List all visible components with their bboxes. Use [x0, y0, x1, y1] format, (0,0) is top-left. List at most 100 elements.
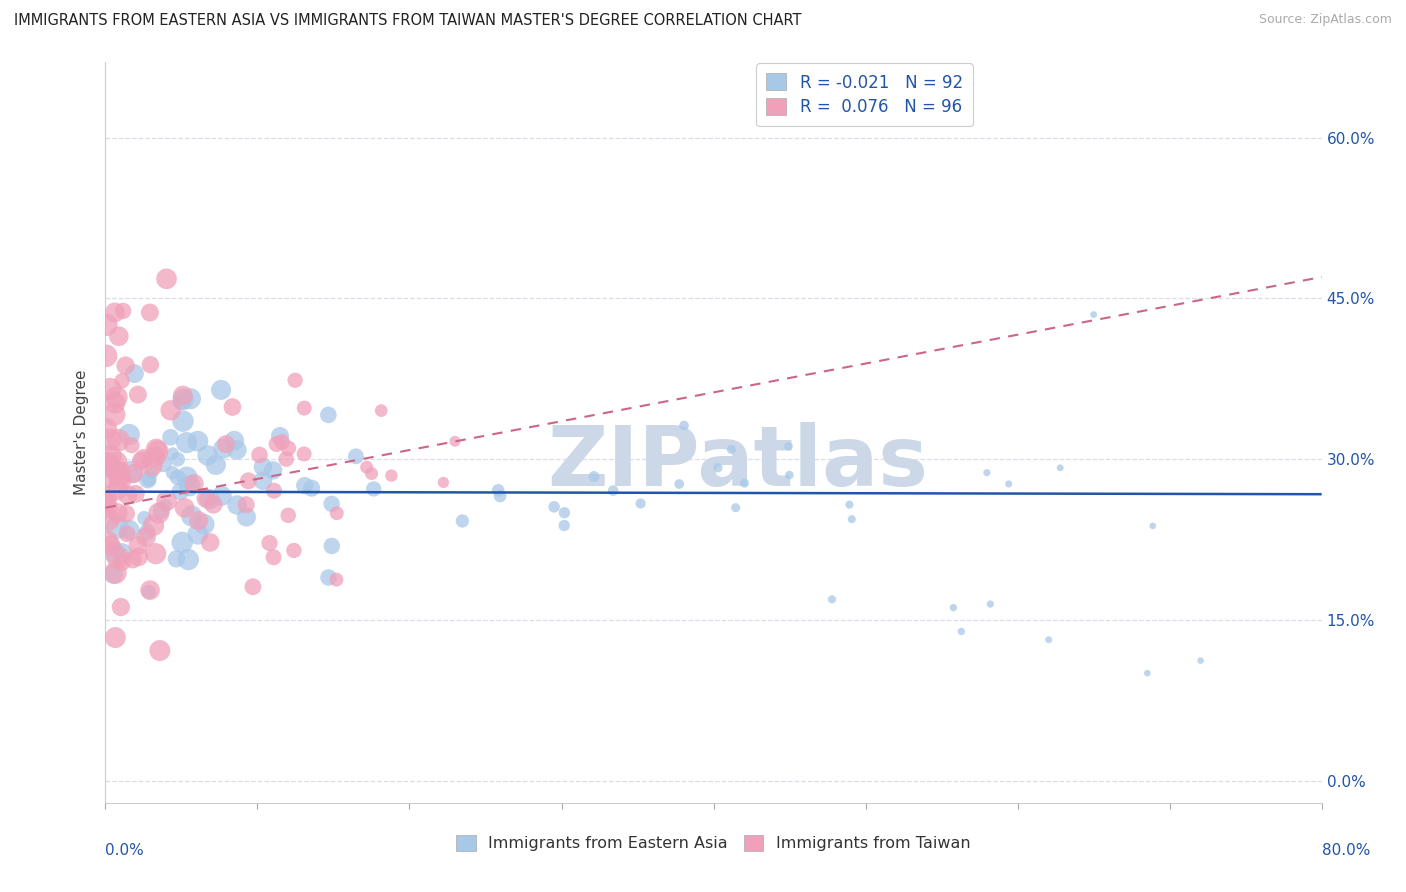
Point	[169, 484, 191, 499]
Point	[128, 549, 150, 564]
Point	[176, 435, 198, 450]
Point	[292, 447, 315, 461]
Point	[159, 403, 181, 417]
Point	[96, 349, 118, 363]
Point	[152, 457, 174, 471]
Point	[139, 358, 162, 372]
Point	[979, 597, 1001, 611]
Point	[976, 466, 998, 480]
Point	[821, 592, 844, 607]
Point	[121, 552, 143, 566]
Point	[269, 429, 291, 443]
Point	[242, 580, 264, 594]
Point	[132, 451, 155, 466]
Point	[283, 543, 305, 558]
Point	[94, 495, 117, 509]
Point	[111, 546, 134, 560]
Point	[235, 510, 257, 524]
Point	[127, 387, 149, 401]
Point	[114, 359, 136, 373]
Point	[1038, 632, 1060, 647]
Point	[115, 507, 138, 521]
Point	[96, 534, 118, 549]
Point	[150, 503, 173, 517]
Point	[96, 500, 118, 515]
Point	[235, 498, 257, 512]
Point	[259, 536, 281, 550]
Point	[107, 465, 129, 479]
Point	[100, 449, 122, 463]
Point	[724, 500, 747, 515]
Point	[98, 469, 121, 483]
Point	[112, 304, 135, 318]
Point	[997, 476, 1019, 491]
Point	[141, 458, 163, 473]
Point	[121, 438, 143, 452]
Point	[950, 624, 973, 639]
Point	[139, 305, 162, 319]
Point	[129, 453, 152, 467]
Point	[262, 463, 284, 477]
Point	[159, 430, 181, 444]
Point	[1083, 308, 1105, 322]
Point	[187, 514, 209, 528]
Point	[1049, 460, 1071, 475]
Point	[486, 483, 509, 498]
Point	[202, 497, 225, 511]
Point	[145, 442, 167, 457]
Point	[326, 506, 349, 520]
Point	[198, 535, 221, 549]
Point	[136, 473, 159, 487]
Point	[122, 467, 145, 481]
Point	[165, 552, 187, 566]
Point	[166, 470, 188, 484]
Point	[198, 492, 221, 507]
Point	[104, 631, 127, 645]
Point	[294, 478, 316, 492]
Point	[155, 498, 177, 512]
Point	[135, 530, 157, 544]
Point	[103, 545, 125, 559]
Point	[292, 401, 315, 416]
Point	[141, 466, 163, 480]
Point	[124, 367, 146, 381]
Point	[380, 468, 402, 483]
Point	[111, 555, 134, 569]
Point	[277, 508, 299, 523]
Point	[162, 466, 184, 480]
Text: IMMIGRANTS FROM EASTERN ASIA VS IMMIGRANTS FROM TAIWAN MASTER'S DEGREE CORRELATI: IMMIGRANTS FROM EASTERN ASIA VS IMMIGRAN…	[14, 13, 801, 29]
Point	[98, 460, 121, 475]
Point	[148, 506, 170, 520]
Point	[162, 447, 184, 461]
Point	[344, 450, 367, 464]
Point	[252, 459, 274, 474]
Point	[838, 498, 860, 512]
Point	[179, 392, 201, 406]
Point	[363, 482, 385, 496]
Point	[451, 514, 474, 528]
Point	[582, 469, 605, 483]
Point	[249, 448, 271, 462]
Point	[176, 470, 198, 484]
Point	[263, 483, 285, 498]
Point	[197, 449, 219, 463]
Point	[209, 383, 232, 397]
Point	[96, 421, 118, 435]
Point	[104, 566, 127, 580]
Point	[733, 476, 755, 491]
Point	[127, 539, 149, 553]
Point	[108, 329, 131, 343]
Point	[778, 468, 800, 483]
Point	[136, 525, 159, 540]
Point	[125, 487, 148, 501]
Point	[318, 408, 340, 422]
Point	[277, 441, 299, 455]
Point	[107, 506, 129, 520]
Point	[173, 500, 195, 515]
Point	[108, 474, 131, 488]
Point	[138, 585, 160, 599]
Point	[111, 374, 134, 388]
Point	[1136, 666, 1159, 681]
Point	[117, 488, 139, 502]
Point	[156, 493, 179, 508]
